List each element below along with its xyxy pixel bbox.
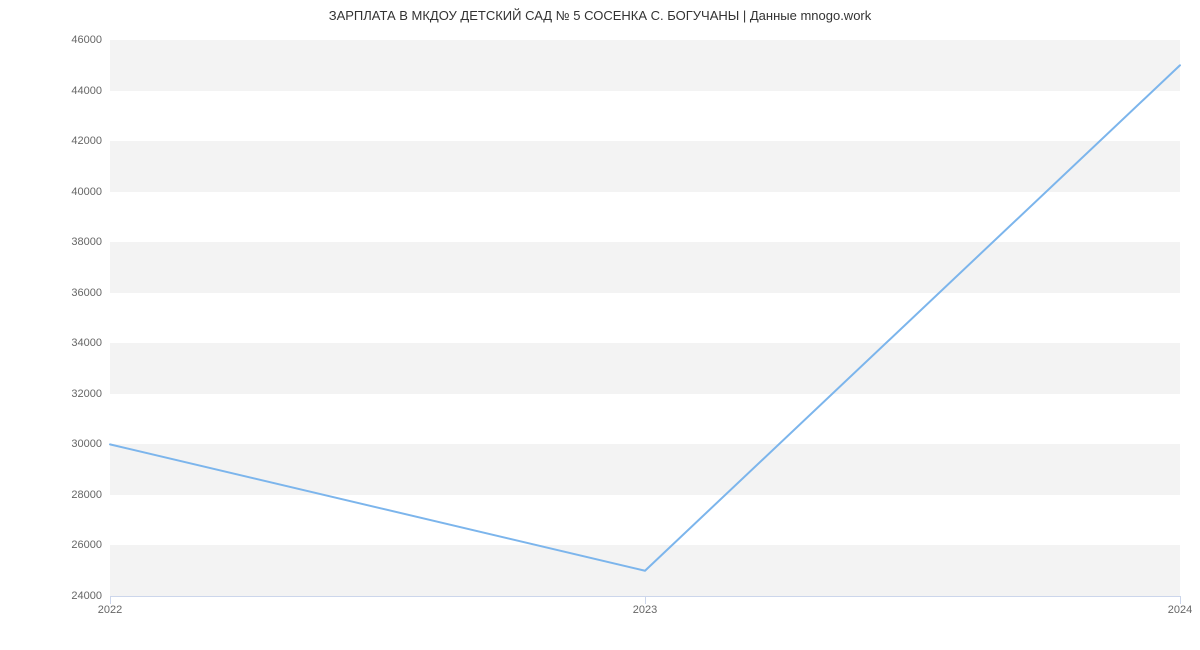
- y-tick-label: 40000: [71, 186, 102, 198]
- y-tick-label: 34000: [71, 337, 102, 349]
- x-tick-mark: [1180, 596, 1181, 604]
- x-tick-label: 2023: [633, 604, 657, 616]
- y-tick-label: 38000: [71, 236, 102, 248]
- chart-title: ЗАРПЛАТА В МКДОУ ДЕТСКИЙ САД № 5 СОСЕНКА…: [0, 8, 1200, 23]
- x-tick-label: 2024: [1168, 604, 1192, 616]
- y-tick-label: 36000: [71, 287, 102, 299]
- y-tick-label: 46000: [71, 34, 102, 46]
- y-tick-label: 42000: [71, 135, 102, 147]
- line-chart: ЗАРПЛАТА В МКДОУ ДЕТСКИЙ САД № 5 СОСЕНКА…: [0, 0, 1200, 650]
- series-line: [110, 40, 1180, 596]
- y-tick-label: 30000: [71, 438, 102, 450]
- x-tick-label: 2022: [98, 604, 122, 616]
- x-tick-mark: [110, 596, 111, 604]
- x-tick-mark: [645, 596, 646, 604]
- y-tick-label: 32000: [71, 388, 102, 400]
- y-tick-label: 24000: [71, 590, 102, 602]
- y-tick-label: 26000: [71, 539, 102, 551]
- y-tick-label: 28000: [71, 489, 102, 501]
- plot-area: 2400026000280003000032000340003600038000…: [110, 40, 1180, 596]
- y-tick-label: 44000: [71, 85, 102, 97]
